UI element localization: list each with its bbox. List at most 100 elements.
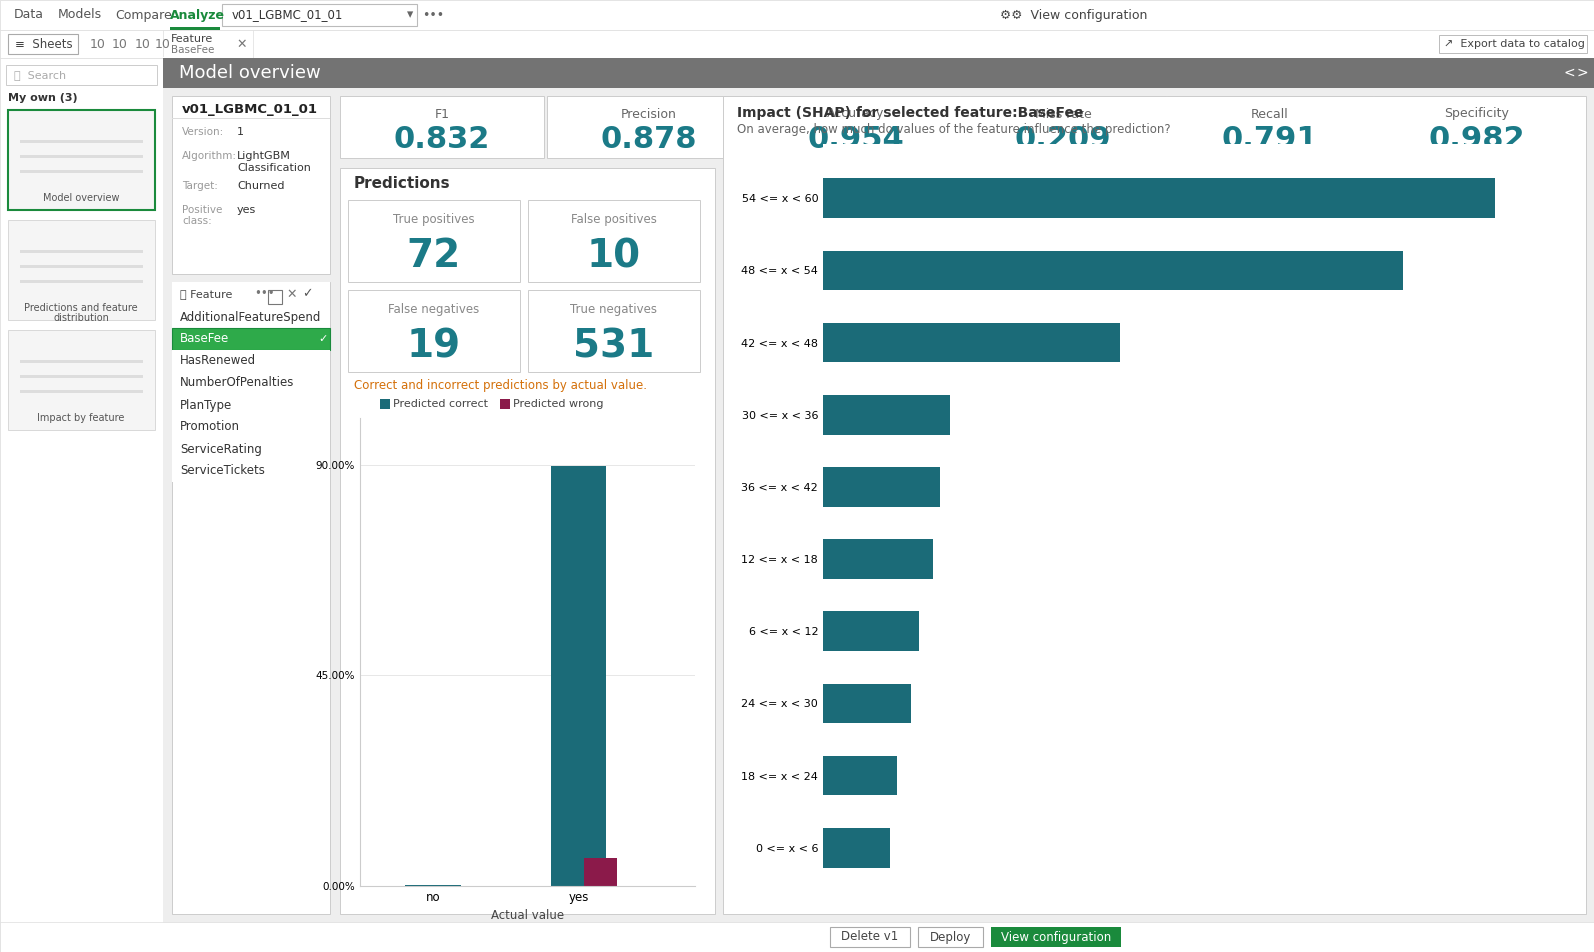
Text: On average, how much do values of the feature influence the prediction?: On average, how much do values of the fe… [736,123,1170,135]
Bar [172,282,330,306]
Text: ▾: ▾ [406,9,413,22]
Text: My own (3): My own (3) [8,93,78,103]
Bar [823,323,1121,363]
Bar [1376,96,1580,158]
Text: BaseFee: BaseFee [171,45,214,55]
Bar [172,306,330,328]
Text: class:: class: [182,216,212,226]
Text: Predicted wrong: Predicted wrong [513,399,604,409]
Bar [379,399,391,409]
Bar [21,250,143,253]
Bar [172,438,330,460]
Bar [823,828,889,867]
Text: Impact by feature: Impact by feature [37,413,124,423]
Text: 0.878: 0.878 [601,125,697,153]
Text: 531: 531 [574,327,655,365]
Bar [347,290,520,372]
Text: 0.791: 0.791 [1221,125,1318,153]
Text: 🔍  Search: 🔍 Search [14,70,65,80]
Bar [21,375,143,378]
Bar [547,96,751,158]
Text: 10: 10 [155,37,171,50]
Text: Feature: Feature [171,34,214,44]
Text: NumberOfPenalties: NumberOfPenalties [180,376,295,389]
Text: Algorithm:: Algorithm: [182,151,238,161]
Bar [724,96,1586,914]
Bar [991,927,1121,947]
Bar [172,416,330,438]
Text: 0.832: 0.832 [394,125,491,153]
Text: v01_LGBMC_01_01: v01_LGBMC_01_01 [233,9,343,22]
Text: Promotion: Promotion [180,421,241,433]
Bar [8,330,155,430]
Text: v01_LGBMC_01_01: v01_LGBMC_01_01 [182,104,317,116]
Bar [21,280,143,283]
Text: LightGBM: LightGBM [238,151,290,161]
Text: ✕: ✕ [285,288,296,301]
Bar [21,390,143,393]
Text: 10: 10 [135,37,151,50]
Text: 72: 72 [406,237,461,275]
Bar [552,466,606,886]
Text: Predictions: Predictions [354,176,451,191]
Bar [172,96,330,274]
Text: True positives: True positives [394,213,475,227]
Bar [1168,96,1372,158]
Bar [0,0,1594,30]
Text: ✓: ✓ [301,288,312,301]
Bar [163,57,253,59]
Bar [21,265,143,268]
Text: Correct and incorrect predictions by actual value.: Correct and incorrect predictions by act… [354,380,647,392]
Text: 0.982: 0.982 [1428,125,1525,153]
Bar [961,96,1165,158]
Bar [501,399,510,409]
Bar [823,467,940,506]
Text: ServiceRating: ServiceRating [180,443,261,455]
Bar [918,927,983,947]
Bar [8,220,155,320]
Text: Impact (SHAP) for selected feature:BaseFee: Impact (SHAP) for selected feature:BaseF… [736,106,1084,120]
Bar [163,58,1594,88]
Bar [0,58,163,952]
Text: BaseFee: BaseFee [180,332,230,346]
Text: False positives: False positives [571,213,657,227]
Bar [528,290,700,372]
Bar [823,395,950,435]
Text: Deploy: Deploy [929,930,971,943]
Text: Delete v1: Delete v1 [842,930,899,943]
Bar [6,65,156,85]
Bar [21,140,143,143]
Text: View configuration: View configuration [1001,930,1111,943]
Text: ✕: ✕ [236,37,247,50]
Bar [830,927,910,947]
Text: yes: yes [238,205,257,215]
Text: 10: 10 [112,37,128,50]
Bar [823,250,1403,290]
Bar [528,200,700,282]
Bar [823,684,912,724]
Text: Precision: Precision [622,108,677,121]
Text: <: < [1564,66,1575,80]
Text: HasRenewed: HasRenewed [180,354,257,367]
Text: Compare: Compare [115,9,172,22]
Bar [0,922,1594,952]
Bar [823,178,1495,218]
Bar [340,168,716,914]
Text: Specificity: Specificity [1444,108,1510,121]
Bar [171,27,220,30]
Text: Recall: Recall [1251,108,1290,121]
Text: Churned: Churned [238,181,284,191]
Text: 0.209: 0.209 [1015,125,1111,153]
Bar [21,170,143,173]
Text: Miss rate: Miss rate [1035,108,1092,121]
Bar [823,611,918,651]
Text: 10: 10 [587,237,641,275]
Bar [172,460,330,482]
Text: ServiceTickets: ServiceTickets [180,465,265,478]
Text: •••: ••• [422,9,445,22]
Text: Classification: Classification [238,163,311,173]
Bar [823,539,932,579]
Text: •••: ••• [253,288,274,301]
Bar [172,350,330,372]
Bar [8,110,155,210]
